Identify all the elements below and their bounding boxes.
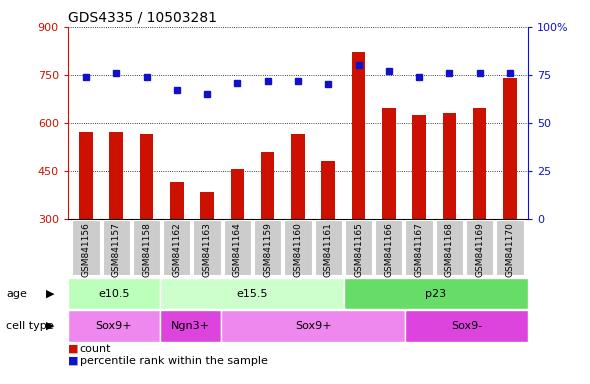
- Bar: [68, 310, 160, 342]
- Bar: [435, 220, 463, 275]
- Text: p23: p23: [425, 289, 447, 299]
- Bar: [160, 278, 344, 309]
- Bar: [382, 109, 395, 219]
- Text: e15.5: e15.5: [236, 289, 268, 299]
- Bar: [284, 220, 312, 275]
- Bar: [201, 192, 214, 219]
- Text: GSM841169: GSM841169: [475, 222, 484, 277]
- Text: Sox9-: Sox9-: [451, 321, 482, 331]
- Text: ■: ■: [68, 356, 78, 366]
- Text: cell type: cell type: [6, 321, 54, 331]
- Text: GSM841156: GSM841156: [81, 222, 90, 277]
- Bar: [160, 310, 221, 342]
- Text: GSM841158: GSM841158: [142, 222, 151, 277]
- Text: GDS4335 / 10503281: GDS4335 / 10503281: [68, 10, 217, 24]
- Bar: [442, 113, 456, 219]
- Bar: [473, 109, 486, 219]
- Bar: [79, 132, 93, 219]
- Bar: [170, 182, 183, 219]
- Bar: [68, 278, 160, 309]
- Bar: [496, 220, 523, 275]
- Text: GSM841170: GSM841170: [506, 222, 514, 277]
- Bar: [405, 310, 528, 342]
- Text: ▶: ▶: [46, 289, 54, 299]
- Bar: [322, 161, 335, 219]
- Text: age: age: [6, 289, 27, 299]
- Bar: [345, 220, 372, 275]
- Text: ■: ■: [68, 344, 78, 354]
- Bar: [314, 220, 342, 275]
- Bar: [503, 78, 517, 219]
- Text: e10.5: e10.5: [98, 289, 130, 299]
- Bar: [110, 132, 123, 219]
- Bar: [261, 152, 274, 219]
- Text: count: count: [80, 344, 111, 354]
- Text: GSM841161: GSM841161: [324, 222, 333, 277]
- Text: GSM841159: GSM841159: [263, 222, 272, 277]
- Bar: [466, 220, 493, 275]
- Text: Ngn3+: Ngn3+: [171, 321, 210, 331]
- Bar: [140, 134, 153, 219]
- Bar: [133, 220, 160, 275]
- Text: GSM841166: GSM841166: [384, 222, 394, 277]
- Text: Sox9+: Sox9+: [295, 321, 332, 331]
- Text: GSM841163: GSM841163: [202, 222, 212, 277]
- Text: GSM841162: GSM841162: [172, 222, 181, 277]
- Bar: [224, 220, 251, 275]
- Text: GSM841160: GSM841160: [293, 222, 303, 277]
- Text: ▶: ▶: [46, 321, 54, 331]
- Bar: [254, 220, 281, 275]
- Bar: [221, 310, 405, 342]
- Bar: [352, 53, 365, 219]
- Bar: [231, 169, 244, 219]
- Text: GSM841164: GSM841164: [233, 222, 242, 277]
- Bar: [163, 220, 191, 275]
- Text: GSM841165: GSM841165: [354, 222, 363, 277]
- Bar: [73, 220, 100, 275]
- Bar: [375, 220, 402, 275]
- Bar: [405, 220, 432, 275]
- Text: percentile rank within the sample: percentile rank within the sample: [80, 356, 267, 366]
- Text: Sox9+: Sox9+: [96, 321, 132, 331]
- Bar: [194, 220, 221, 275]
- Text: GSM841167: GSM841167: [415, 222, 424, 277]
- Bar: [344, 278, 528, 309]
- Text: GSM841168: GSM841168: [445, 222, 454, 277]
- Text: GSM841157: GSM841157: [112, 222, 121, 277]
- Bar: [412, 115, 426, 219]
- Bar: [291, 134, 305, 219]
- Bar: [103, 220, 130, 275]
